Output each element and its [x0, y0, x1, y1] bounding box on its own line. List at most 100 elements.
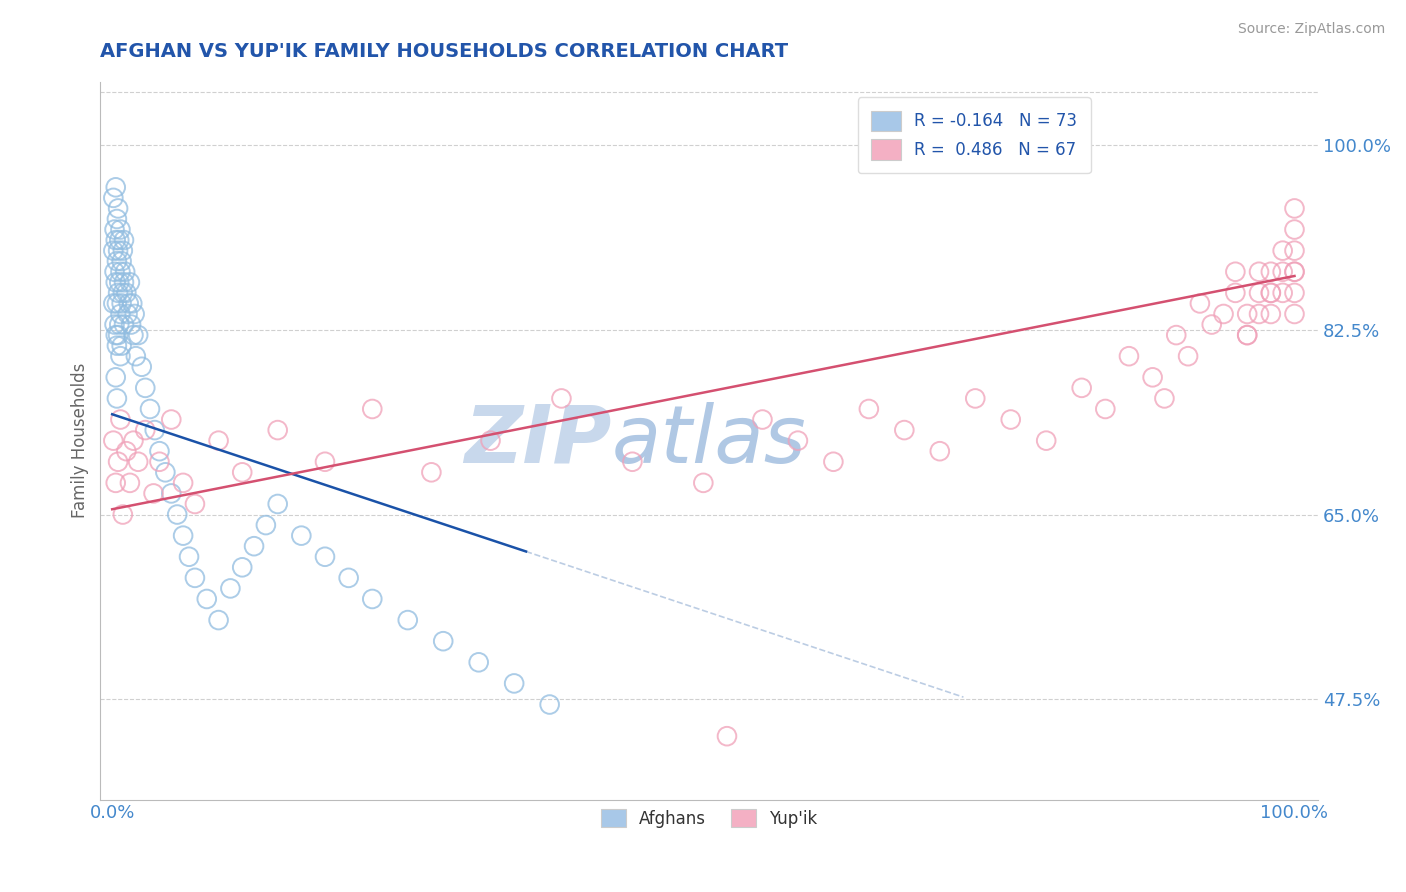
Point — [172, 475, 194, 490]
Point — [1035, 434, 1057, 448]
Point — [103, 244, 125, 258]
Point — [692, 475, 714, 490]
Point — [103, 296, 125, 310]
Point — [104, 370, 127, 384]
Point — [166, 508, 188, 522]
Point — [1212, 307, 1234, 321]
Point — [1271, 244, 1294, 258]
Point — [121, 296, 143, 310]
Point — [184, 497, 207, 511]
Point — [290, 528, 312, 542]
Point — [111, 285, 134, 300]
Point — [267, 497, 290, 511]
Point — [1247, 285, 1270, 300]
Point — [1260, 285, 1282, 300]
Point — [538, 698, 561, 712]
Point — [122, 328, 145, 343]
Point — [751, 412, 773, 426]
Point — [124, 307, 146, 321]
Point — [1118, 349, 1140, 363]
Point — [1000, 412, 1022, 426]
Point — [219, 582, 242, 596]
Point — [112, 233, 135, 247]
Point — [103, 191, 125, 205]
Text: ZIP: ZIP — [464, 401, 612, 480]
Point — [1271, 265, 1294, 279]
Point — [103, 318, 125, 332]
Point — [134, 423, 156, 437]
Point — [1284, 202, 1306, 216]
Point — [231, 560, 253, 574]
Point — [1188, 296, 1211, 310]
Point — [858, 401, 880, 416]
Text: atlas: atlas — [612, 401, 807, 480]
Point — [254, 518, 277, 533]
Point — [105, 254, 128, 268]
Point — [110, 412, 132, 426]
Point — [1271, 285, 1294, 300]
Point — [396, 613, 419, 627]
Point — [1177, 349, 1199, 363]
Point — [1284, 265, 1306, 279]
Point — [965, 392, 987, 406]
Point — [103, 222, 125, 236]
Point — [1247, 307, 1270, 321]
Point — [420, 465, 443, 479]
Point — [1284, 222, 1306, 236]
Point — [107, 244, 129, 258]
Point — [1284, 307, 1306, 321]
Point — [1142, 370, 1164, 384]
Point — [143, 423, 166, 437]
Point — [112, 275, 135, 289]
Point — [716, 729, 738, 743]
Point — [111, 508, 134, 522]
Point — [139, 401, 162, 416]
Point — [111, 296, 134, 310]
Point — [114, 265, 136, 279]
Point — [207, 434, 229, 448]
Point — [110, 307, 132, 321]
Point — [172, 528, 194, 542]
Point — [361, 591, 384, 606]
Point — [893, 423, 915, 437]
Point — [621, 455, 644, 469]
Point — [337, 571, 360, 585]
Point — [104, 233, 127, 247]
Point — [108, 318, 131, 332]
Point — [134, 381, 156, 395]
Point — [122, 434, 145, 448]
Point — [107, 328, 129, 343]
Point — [108, 233, 131, 247]
Point — [1225, 285, 1247, 300]
Legend: Afghans, Yup'ik: Afghans, Yup'ik — [595, 803, 824, 834]
Point — [1284, 244, 1306, 258]
Text: AFGHAN VS YUP'IK FAMILY HOUSEHOLDS CORRELATION CHART: AFGHAN VS YUP'IK FAMILY HOUSEHOLDS CORRE… — [100, 42, 789, 61]
Point — [118, 296, 141, 310]
Point — [155, 465, 177, 479]
Point — [115, 285, 138, 300]
Point — [1236, 328, 1258, 343]
Point — [1260, 285, 1282, 300]
Point — [1225, 265, 1247, 279]
Point — [928, 444, 950, 458]
Point — [823, 455, 845, 469]
Point — [148, 455, 170, 469]
Point — [503, 676, 526, 690]
Point — [1260, 265, 1282, 279]
Point — [787, 434, 810, 448]
Point — [1236, 307, 1258, 321]
Point — [479, 434, 502, 448]
Point — [267, 423, 290, 437]
Point — [131, 359, 153, 374]
Point — [127, 328, 149, 343]
Point — [467, 655, 489, 669]
Y-axis label: Family Households: Family Households — [72, 363, 89, 518]
Point — [120, 318, 142, 332]
Point — [361, 401, 384, 416]
Point — [314, 549, 336, 564]
Point — [111, 254, 134, 268]
Point — [1166, 328, 1188, 343]
Text: Source: ZipAtlas.com: Source: ZipAtlas.com — [1237, 22, 1385, 37]
Point — [1260, 307, 1282, 321]
Point — [110, 222, 132, 236]
